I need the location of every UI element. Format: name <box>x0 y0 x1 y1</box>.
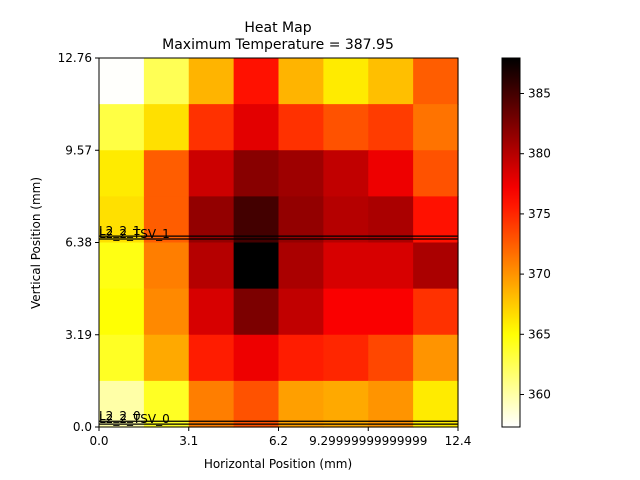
heatmap-cell <box>323 104 369 151</box>
heatmap-cell <box>413 196 459 244</box>
colorbar-tick-label: 375 <box>528 207 551 221</box>
x-tick-label: 6.2 <box>269 434 288 448</box>
heatmap-cell <box>368 380 414 428</box>
heatmap-cell <box>278 334 324 382</box>
heatmap-cell <box>143 242 190 290</box>
chart-subtitle: Maximum Temperature = 387.95 <box>162 37 394 53</box>
x-tick-label: 12.4 <box>445 434 472 448</box>
heatmap-cell <box>188 196 235 244</box>
annotation-label: L2_2_TSV_0 <box>99 412 170 426</box>
heatmap-cell <box>278 150 324 197</box>
heatmap-cell <box>278 196 324 244</box>
heatmap-cell <box>278 104 324 151</box>
heatmap-cell <box>368 334 414 382</box>
heatmap-cell <box>233 288 280 336</box>
heatmap-cell <box>188 334 235 382</box>
heatmap-cell <box>99 104 145 151</box>
x-axis-label: Horizontal Position (mm) <box>204 457 352 471</box>
heatmap-cell <box>368 288 414 336</box>
heatmap-cell <box>143 58 190 105</box>
axes: 0.0 3.1 6.2 9.29999999999999 12.4 0.0 3.19 6.38… <box>58 51 472 448</box>
heatmap-cell <box>188 58 235 105</box>
heatmap-cell <box>233 150 280 197</box>
heatmap-cell <box>323 196 369 244</box>
y-tick-label: 9.57 <box>65 143 92 157</box>
y-tick-label: 12.76 <box>58 51 92 65</box>
heatmap-cell <box>413 58 459 105</box>
heatmap-cell <box>233 242 280 290</box>
chart-title: Heat Map <box>244 20 311 36</box>
heatmap-cell <box>188 288 235 336</box>
heatmap-cell <box>413 150 459 197</box>
heatmap-cells <box>99 58 459 428</box>
heatmap-cell <box>99 380 145 428</box>
x-tick-label: 3.1 <box>179 434 198 448</box>
heatmap-cell <box>278 380 324 428</box>
heatmap-cell <box>233 196 280 244</box>
heatmap-cell <box>323 150 369 197</box>
heatmap-cell <box>233 58 280 105</box>
heatmap-cell <box>99 58 145 105</box>
y-tick-label: 0.0 <box>73 420 92 434</box>
heatmap-cell <box>143 104 190 151</box>
y-axis-label: Vertical Position (mm) <box>29 177 43 309</box>
heatmap-cell <box>323 242 369 290</box>
heatmap-cell <box>143 196 190 244</box>
heatmap-cell <box>323 334 369 382</box>
annotation-label: L2_2_1 <box>99 224 141 238</box>
colorbar-gradient <box>501 57 521 428</box>
y-tick-label: 3.19 <box>65 328 92 342</box>
heatmap-cell <box>323 380 369 428</box>
heatmap-cell <box>368 150 414 197</box>
heatmap-cell <box>368 58 414 105</box>
heatmap-cell <box>99 334 145 382</box>
colorbar-tick-label: 385 <box>528 87 551 101</box>
heatmap-cell <box>413 334 459 382</box>
heatmap-cell <box>278 288 324 336</box>
heatmap-cell <box>143 288 190 336</box>
heatmap-cell <box>413 104 459 151</box>
heatmap-cell <box>188 242 235 290</box>
y-tick-label: 6.38 <box>65 236 92 250</box>
heatmap-cell <box>143 334 190 382</box>
colorbar-tick-label: 380 <box>528 147 551 161</box>
heatmap-cell <box>278 58 324 105</box>
heatmap-cell <box>368 104 414 151</box>
x-tick-label: 0.0 <box>89 434 108 448</box>
heatmap-cell <box>323 288 369 336</box>
annotation-label: L2_2_TSV_1 <box>99 227 170 241</box>
heatmap-cell <box>99 288 145 336</box>
colorbar-tick-label: 365 <box>528 327 551 341</box>
annotation-label: L2_2_0 <box>99 409 141 423</box>
colorbar: 360 365 370 375 380 385 <box>501 57 551 428</box>
heatmap-cell <box>188 104 235 151</box>
heatmap-cell <box>413 288 459 336</box>
heatmap-cell <box>413 380 459 428</box>
heatmap-cell <box>233 334 280 382</box>
heatmap-cell <box>188 380 235 428</box>
heatmap-cell <box>368 196 414 244</box>
heatmap-cell <box>368 242 414 290</box>
heatmap-cell <box>143 380 190 428</box>
heatmap-cell <box>413 242 459 290</box>
heatmap-cell <box>323 58 369 105</box>
heatmap-cell <box>233 380 280 428</box>
colorbar-tick-label: 360 <box>528 387 551 401</box>
heatmap-cell <box>188 150 235 197</box>
heatmap-cell <box>99 150 145 197</box>
colorbar-tick-label: 370 <box>528 267 551 281</box>
heatmap-cell <box>143 150 190 197</box>
heatmap-cell <box>99 242 145 290</box>
heatmap-cell <box>278 242 324 290</box>
annotation-layer: L2_2_1L2_2_TSV_1 L2_2_0L2_2_TSV_0 <box>99 224 458 426</box>
heatmap-cell <box>99 196 145 244</box>
heatmap-cell <box>233 104 280 151</box>
x-tick-label: 9.29999999999999 <box>309 434 427 448</box>
